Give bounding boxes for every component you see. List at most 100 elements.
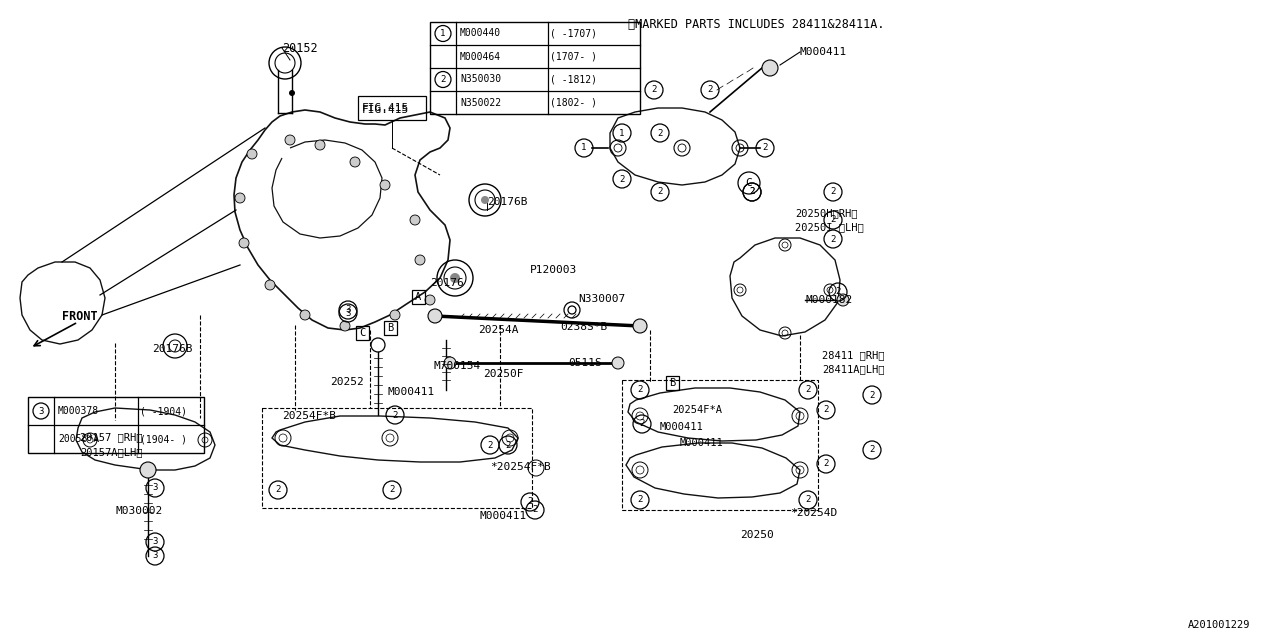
Text: ※MARKED PARTS INCLUDES 28411&28411A.: ※MARKED PARTS INCLUDES 28411&28411A.	[628, 18, 884, 31]
Circle shape	[481, 196, 489, 204]
Text: ( -1812): ( -1812)	[550, 74, 596, 84]
Circle shape	[425, 295, 435, 305]
Circle shape	[837, 294, 849, 306]
Circle shape	[300, 310, 310, 320]
Text: 2: 2	[869, 390, 874, 399]
Text: M700154: M700154	[434, 361, 481, 371]
Text: M000464: M000464	[460, 51, 502, 61]
Text: 3: 3	[38, 406, 44, 415]
Text: M000411: M000411	[680, 438, 723, 448]
Text: 28411 〈RH〉: 28411 〈RH〉	[822, 350, 884, 360]
Text: 20252: 20252	[330, 377, 364, 387]
Bar	[356, 326, 369, 340]
Text: 0511S: 0511S	[568, 358, 602, 368]
Text: M000411: M000411	[660, 422, 704, 432]
Text: 3: 3	[346, 305, 351, 314]
Circle shape	[247, 149, 257, 159]
Circle shape	[315, 140, 325, 150]
Bar	[384, 321, 397, 335]
Text: 2: 2	[823, 460, 828, 468]
Text: 20157 〈RH〉: 20157 〈RH〉	[79, 432, 142, 442]
Text: 2: 2	[440, 75, 445, 84]
Text: 28411A〈LH〉: 28411A〈LH〉	[822, 364, 884, 374]
Text: M030002: M030002	[115, 506, 163, 516]
Text: 2: 2	[506, 440, 511, 449]
Circle shape	[265, 280, 275, 290]
Bar	[411, 290, 425, 304]
Circle shape	[415, 255, 425, 265]
Text: 2: 2	[527, 497, 532, 506]
Circle shape	[285, 135, 294, 145]
Text: 20250F: 20250F	[483, 369, 524, 379]
Text: FIG.415: FIG.415	[362, 105, 410, 115]
Text: 2: 2	[805, 385, 810, 394]
Text: 2: 2	[836, 287, 841, 296]
Text: 2: 2	[652, 86, 657, 95]
Text: 1: 1	[620, 129, 625, 138]
Text: 20176B: 20176B	[152, 344, 192, 354]
Text: 2: 2	[831, 188, 836, 196]
Text: 20250H〈RH〉: 20250H〈RH〉	[795, 208, 858, 218]
Text: 20254F*A: 20254F*A	[672, 405, 722, 415]
Circle shape	[236, 193, 244, 203]
Text: 3: 3	[346, 308, 351, 317]
Text: 2: 2	[823, 406, 828, 415]
Bar	[622, 380, 818, 510]
Text: N350022: N350022	[460, 97, 502, 108]
Text: M000378: M000378	[58, 406, 99, 416]
Text: 2: 2	[639, 419, 645, 429]
Circle shape	[451, 273, 460, 283]
Circle shape	[140, 462, 156, 478]
Text: 2: 2	[532, 506, 538, 515]
Text: 2: 2	[389, 486, 394, 495]
Text: 2: 2	[488, 440, 493, 449]
Text: *20254F*B: *20254F*B	[490, 462, 550, 472]
Text: 2: 2	[831, 234, 836, 243]
Text: 2: 2	[749, 188, 755, 196]
Circle shape	[289, 90, 294, 96]
Text: 3: 3	[152, 483, 157, 493]
Bar	[262, 408, 532, 508]
Text: M000440: M000440	[460, 29, 502, 38]
Text: 20254F*B: 20254F*B	[282, 411, 335, 421]
Circle shape	[380, 180, 390, 190]
Bar	[358, 96, 426, 120]
Text: C: C	[746, 178, 753, 188]
Text: (1802- ): (1802- )	[550, 97, 596, 108]
Text: M000411: M000411	[800, 47, 847, 57]
Circle shape	[410, 215, 420, 225]
Text: 2: 2	[749, 188, 755, 196]
Text: 2: 2	[637, 385, 643, 394]
Bar	[666, 376, 678, 390]
Circle shape	[340, 321, 349, 331]
Text: 1: 1	[440, 29, 445, 38]
Text: P120003: P120003	[530, 265, 577, 275]
Circle shape	[444, 357, 456, 369]
Text: 2: 2	[831, 216, 836, 225]
Text: FIG.415: FIG.415	[362, 103, 410, 113]
Text: 2: 2	[275, 486, 280, 495]
Text: A201001229: A201001229	[1188, 620, 1251, 630]
Text: 20157A〈LH〉: 20157A〈LH〉	[79, 447, 142, 457]
Text: 20176B: 20176B	[486, 197, 527, 207]
Text: 2: 2	[869, 445, 874, 454]
Text: 20254A: 20254A	[477, 325, 518, 335]
Text: 20250: 20250	[740, 530, 773, 540]
Text: 20250I 〈LH〉: 20250I 〈LH〉	[795, 222, 864, 232]
Text: 2: 2	[763, 143, 768, 152]
Text: N350030: N350030	[460, 74, 502, 84]
Text: B: B	[387, 323, 393, 333]
Bar	[430, 22, 640, 114]
Circle shape	[239, 238, 250, 248]
Text: 2: 2	[637, 495, 643, 504]
Text: B: B	[669, 378, 675, 388]
Text: 2: 2	[392, 410, 398, 419]
Text: FRONT: FRONT	[61, 310, 97, 323]
Circle shape	[428, 309, 442, 323]
Text: 3: 3	[152, 538, 157, 547]
Text: N330007: N330007	[579, 294, 625, 304]
Text: 2: 2	[658, 188, 663, 196]
Text: M000182: M000182	[805, 295, 852, 305]
Text: 2: 2	[658, 129, 663, 138]
Text: ( -1904): ( -1904)	[140, 406, 187, 416]
